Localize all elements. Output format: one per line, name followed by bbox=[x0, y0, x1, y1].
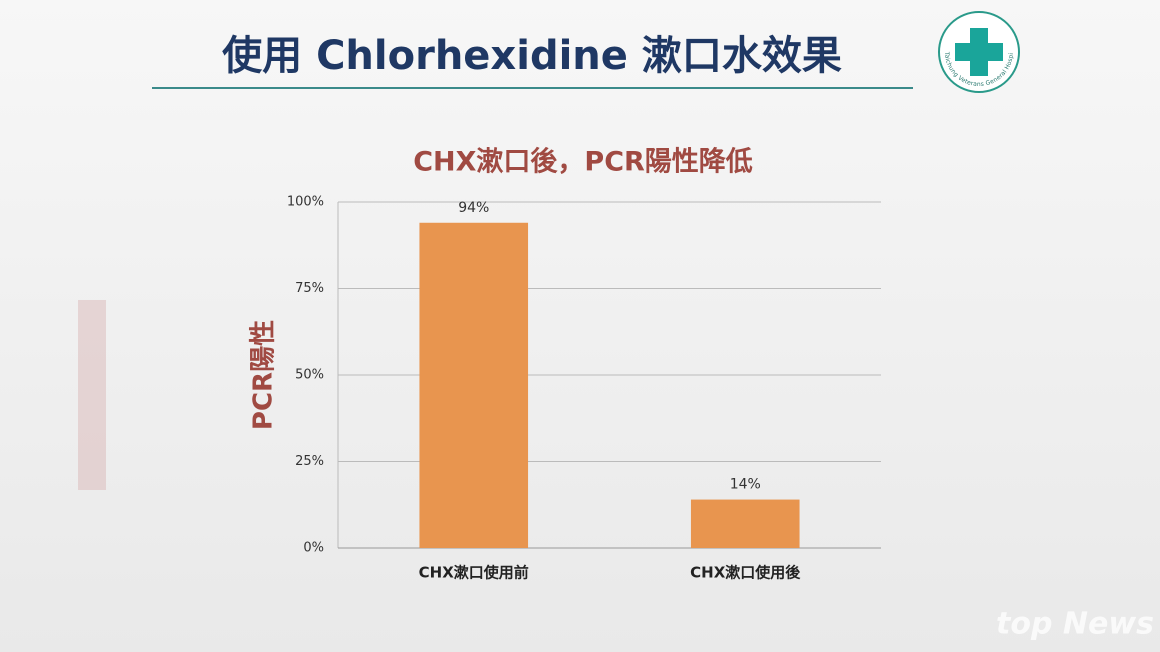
bar bbox=[690, 499, 800, 548]
x-tick-label: CHX漱口使用前 bbox=[419, 564, 529, 582]
chart-title: CHX漱口後，PCR陽性降低 bbox=[413, 146, 753, 178]
slide-title: 使用 Chlorhexidine 漱口水效果 bbox=[222, 33, 842, 79]
blur-strip bbox=[78, 300, 106, 490]
logo-cross bbox=[955, 43, 1003, 61]
y-tick-label: 50% bbox=[295, 368, 324, 383]
data-label: 94% bbox=[458, 200, 489, 216]
y-axis-label: PCR陽性 bbox=[249, 320, 279, 430]
data-label: 14% bbox=[730, 477, 761, 493]
bar bbox=[419, 222, 529, 548]
y-tick-label: 75% bbox=[295, 281, 324, 296]
y-tick-label: 100% bbox=[287, 195, 324, 210]
y-tick-label: 25% bbox=[295, 454, 324, 469]
x-tick-label: CHX漱口使用後 bbox=[690, 564, 801, 582]
y-tick-label: 0% bbox=[303, 541, 324, 556]
watermark: top News bbox=[996, 607, 1154, 642]
